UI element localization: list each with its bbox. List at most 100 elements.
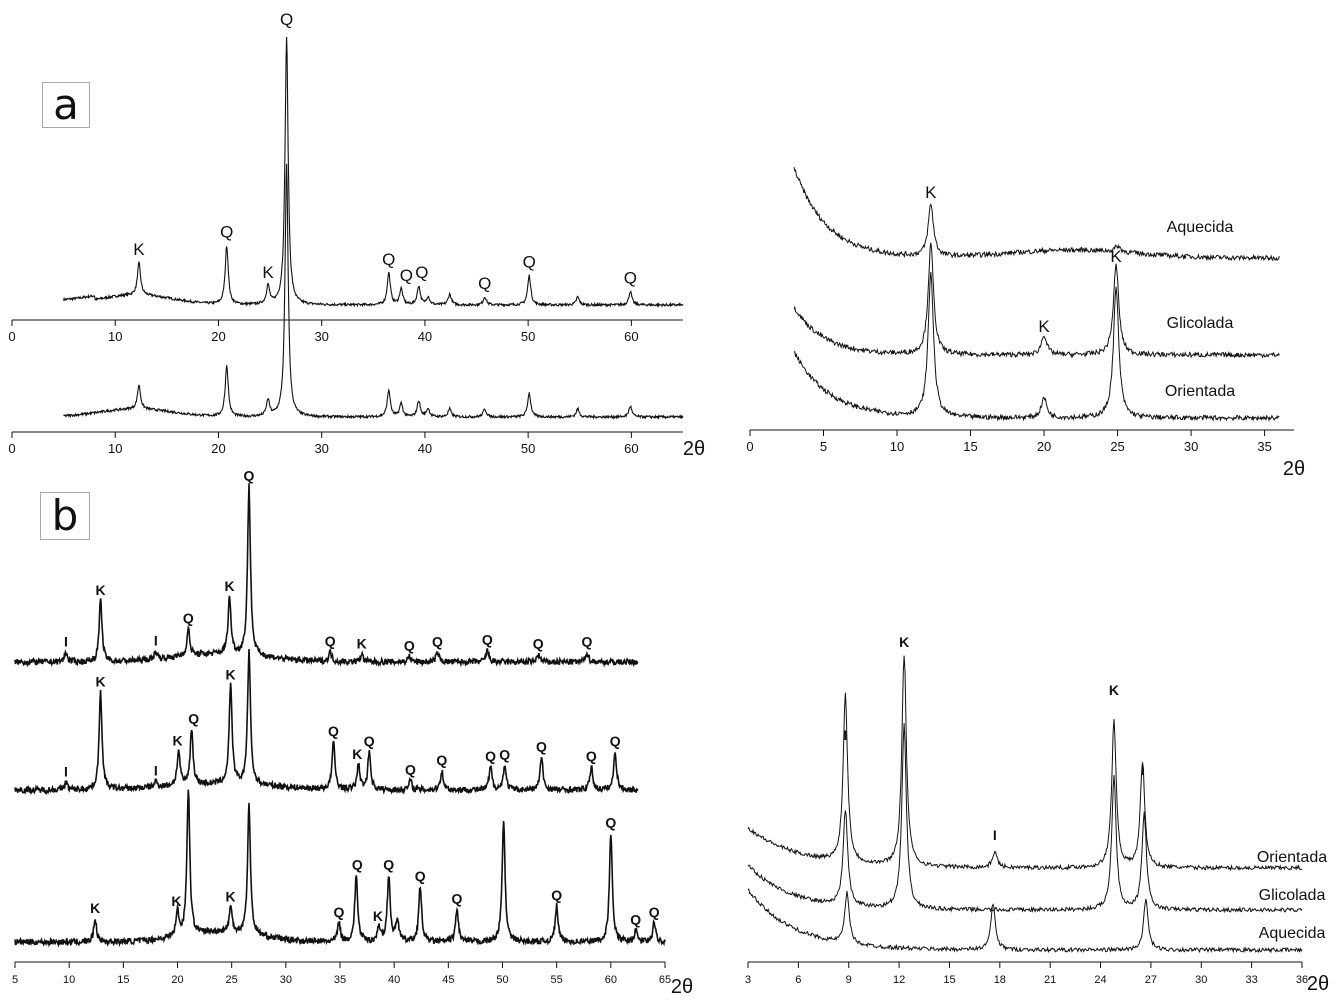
b-right-peak-label: I — [993, 827, 997, 843]
a-right-peak-label: K — [1038, 317, 1050, 336]
a-left-x-tick-label: 20 — [211, 329, 225, 344]
b-left-peak-label: K — [226, 666, 236, 682]
b-left-peak-label: Q — [605, 815, 616, 831]
b-left-peak-label: Q — [183, 610, 194, 626]
b-left-peak-label: Q — [404, 637, 415, 653]
b-right-x-tick-label: 24 — [1094, 974, 1106, 986]
b-left-peak-label: Q — [405, 761, 416, 777]
a-right-x-tick-label: 35 — [1257, 439, 1271, 454]
a-right-series-label: Aquecida — [1167, 219, 1234, 236]
b-right-x-tick-label: 33 — [1246, 974, 1258, 986]
b-left-peak-label: Q — [649, 904, 660, 920]
b-left-x-tick-label: 65 — [659, 974, 671, 986]
b-left-peak-label: Q — [533, 635, 544, 651]
b-left-x-tick-label: 10 — [63, 974, 75, 986]
a-left-x-tick-label: 40 — [418, 329, 432, 344]
b-left-x-tick-label: 25 — [226, 974, 238, 986]
b-left-x-tick-label: 20 — [171, 974, 183, 986]
b-left-peak-label: Q — [499, 746, 510, 762]
a-left-peak-label: Q — [523, 253, 536, 272]
a-right-x-tick-label: 20 — [1037, 439, 1051, 454]
b-left-peak-label: Q — [610, 733, 621, 749]
b-left-peak-label: K — [96, 582, 106, 598]
b-right-pattern-trace-2 — [747, 888, 1303, 954]
b-left-peak-label: Q — [432, 633, 443, 649]
a-left-x-tick-label: 0 — [8, 329, 15, 344]
b-left-peak-label: I — [64, 763, 68, 779]
a-left-x-tick-label: 30 — [314, 329, 328, 344]
b-right-peak-label: I — [843, 727, 847, 743]
b-left-peak-label: Q — [244, 467, 255, 483]
a-right-pattern-trace-1 — [793, 242, 1280, 359]
b-right-x-axis-title: 2θ — [1307, 973, 1329, 995]
b-left-x-tick-label: 50 — [496, 974, 508, 986]
a-left-x-tick-label: 50 — [521, 441, 535, 456]
b-left-peak-label: K — [352, 746, 362, 762]
b-right-x-tick-label: 18 — [994, 974, 1006, 986]
b-right-x-tick-label: 36 — [1296, 974, 1308, 986]
panel-label-a: a — [42, 82, 90, 128]
a-left-x-tick-label: 50 — [521, 329, 535, 344]
a-left-peak-label: Q — [478, 274, 491, 293]
a-left-peak-label: K — [262, 263, 274, 282]
a-left-pattern-trace-0 — [63, 36, 684, 309]
b-left-peak-label: Q — [328, 723, 339, 739]
a-right-series-label: Glicolada — [1167, 315, 1234, 332]
b-left-peak-label: K — [226, 889, 236, 905]
b-left-peak-label: Q — [364, 733, 375, 749]
b-left-peak-label: K — [373, 908, 383, 924]
b-right-x-tick-label: 6 — [795, 974, 801, 986]
a-left-peak-label: Q — [400, 266, 413, 285]
b-left-peak-label: Q — [383, 856, 394, 872]
a-right-series-label: Orientada — [1165, 383, 1235, 400]
b-left-x-tick-label: 55 — [551, 974, 563, 986]
a-left-x-tick-label: 60 — [624, 441, 638, 456]
a-left-peak-label: K — [133, 240, 145, 259]
b-left-pattern-trace-2 — [14, 789, 666, 948]
b-left-peak-label: Q — [452, 891, 463, 907]
b-left-x-tick-label: 60 — [605, 974, 617, 986]
a-left-x-tick-label: 10 — [108, 441, 122, 456]
b-left-x-axis-title: 2θ — [671, 976, 693, 998]
a-left-peak-label: Q — [415, 263, 428, 282]
a-right-x-tick-label: 30 — [1184, 439, 1198, 454]
a-left-x-tick-label: 60 — [624, 329, 638, 344]
a-left-x-tick-label: 0 — [8, 441, 15, 456]
b-left-peak-label: K — [357, 635, 367, 651]
a-left-peak-label: Q — [382, 250, 395, 269]
a-right-pattern-trace-0 — [793, 167, 1280, 262]
b-left-peak-label: Q — [582, 634, 593, 650]
a-right-pattern-trace-2 — [793, 272, 1280, 422]
a-right-x-axis-title: 2θ — [1283, 458, 1305, 480]
b-right-series-label: Aquecida — [1259, 925, 1326, 942]
b-left-peak-label: I — [154, 762, 158, 778]
b-right-peak-label: K — [1109, 682, 1119, 698]
a-right-peak-label: K — [1110, 247, 1122, 266]
a-right-peak-label: K — [925, 183, 937, 202]
b-left-peak-label: K — [172, 732, 182, 748]
b-left-peak-label: Q — [586, 748, 597, 764]
a-left-x-tick-label: 10 — [108, 329, 122, 344]
b-left-x-tick-label: 45 — [442, 974, 454, 986]
b-right-peak-label: I — [1141, 762, 1145, 778]
b-right-series-label: Orientada — [1257, 849, 1327, 866]
a-left-x-tick-label: 40 — [418, 441, 432, 456]
b-left-peak-label: Q — [485, 748, 496, 764]
a-left-pattern-trace-1 — [63, 163, 684, 420]
a-left-peak-label: Q — [280, 10, 293, 29]
a-left-x-tick-label: 30 — [314, 441, 328, 456]
b-right-series-label: Glicolada — [1259, 887, 1326, 904]
a-right-x-tick-label: 15 — [963, 439, 977, 454]
b-right-peak-label: K — [899, 634, 909, 650]
b-left-peak-label: K — [90, 900, 100, 916]
b-right-x-tick-label: 15 — [943, 974, 955, 986]
b-left-peak-label: I — [154, 632, 158, 648]
a-left-peak-label: Q — [220, 223, 233, 242]
b-right-x-tick-label: 27 — [1145, 974, 1157, 986]
b-left-peak-label: Q — [482, 632, 493, 648]
b-left-peak-label: K — [96, 674, 106, 690]
b-left-pattern-trace-0 — [14, 483, 639, 668]
b-left-x-tick-label: 40 — [388, 974, 400, 986]
